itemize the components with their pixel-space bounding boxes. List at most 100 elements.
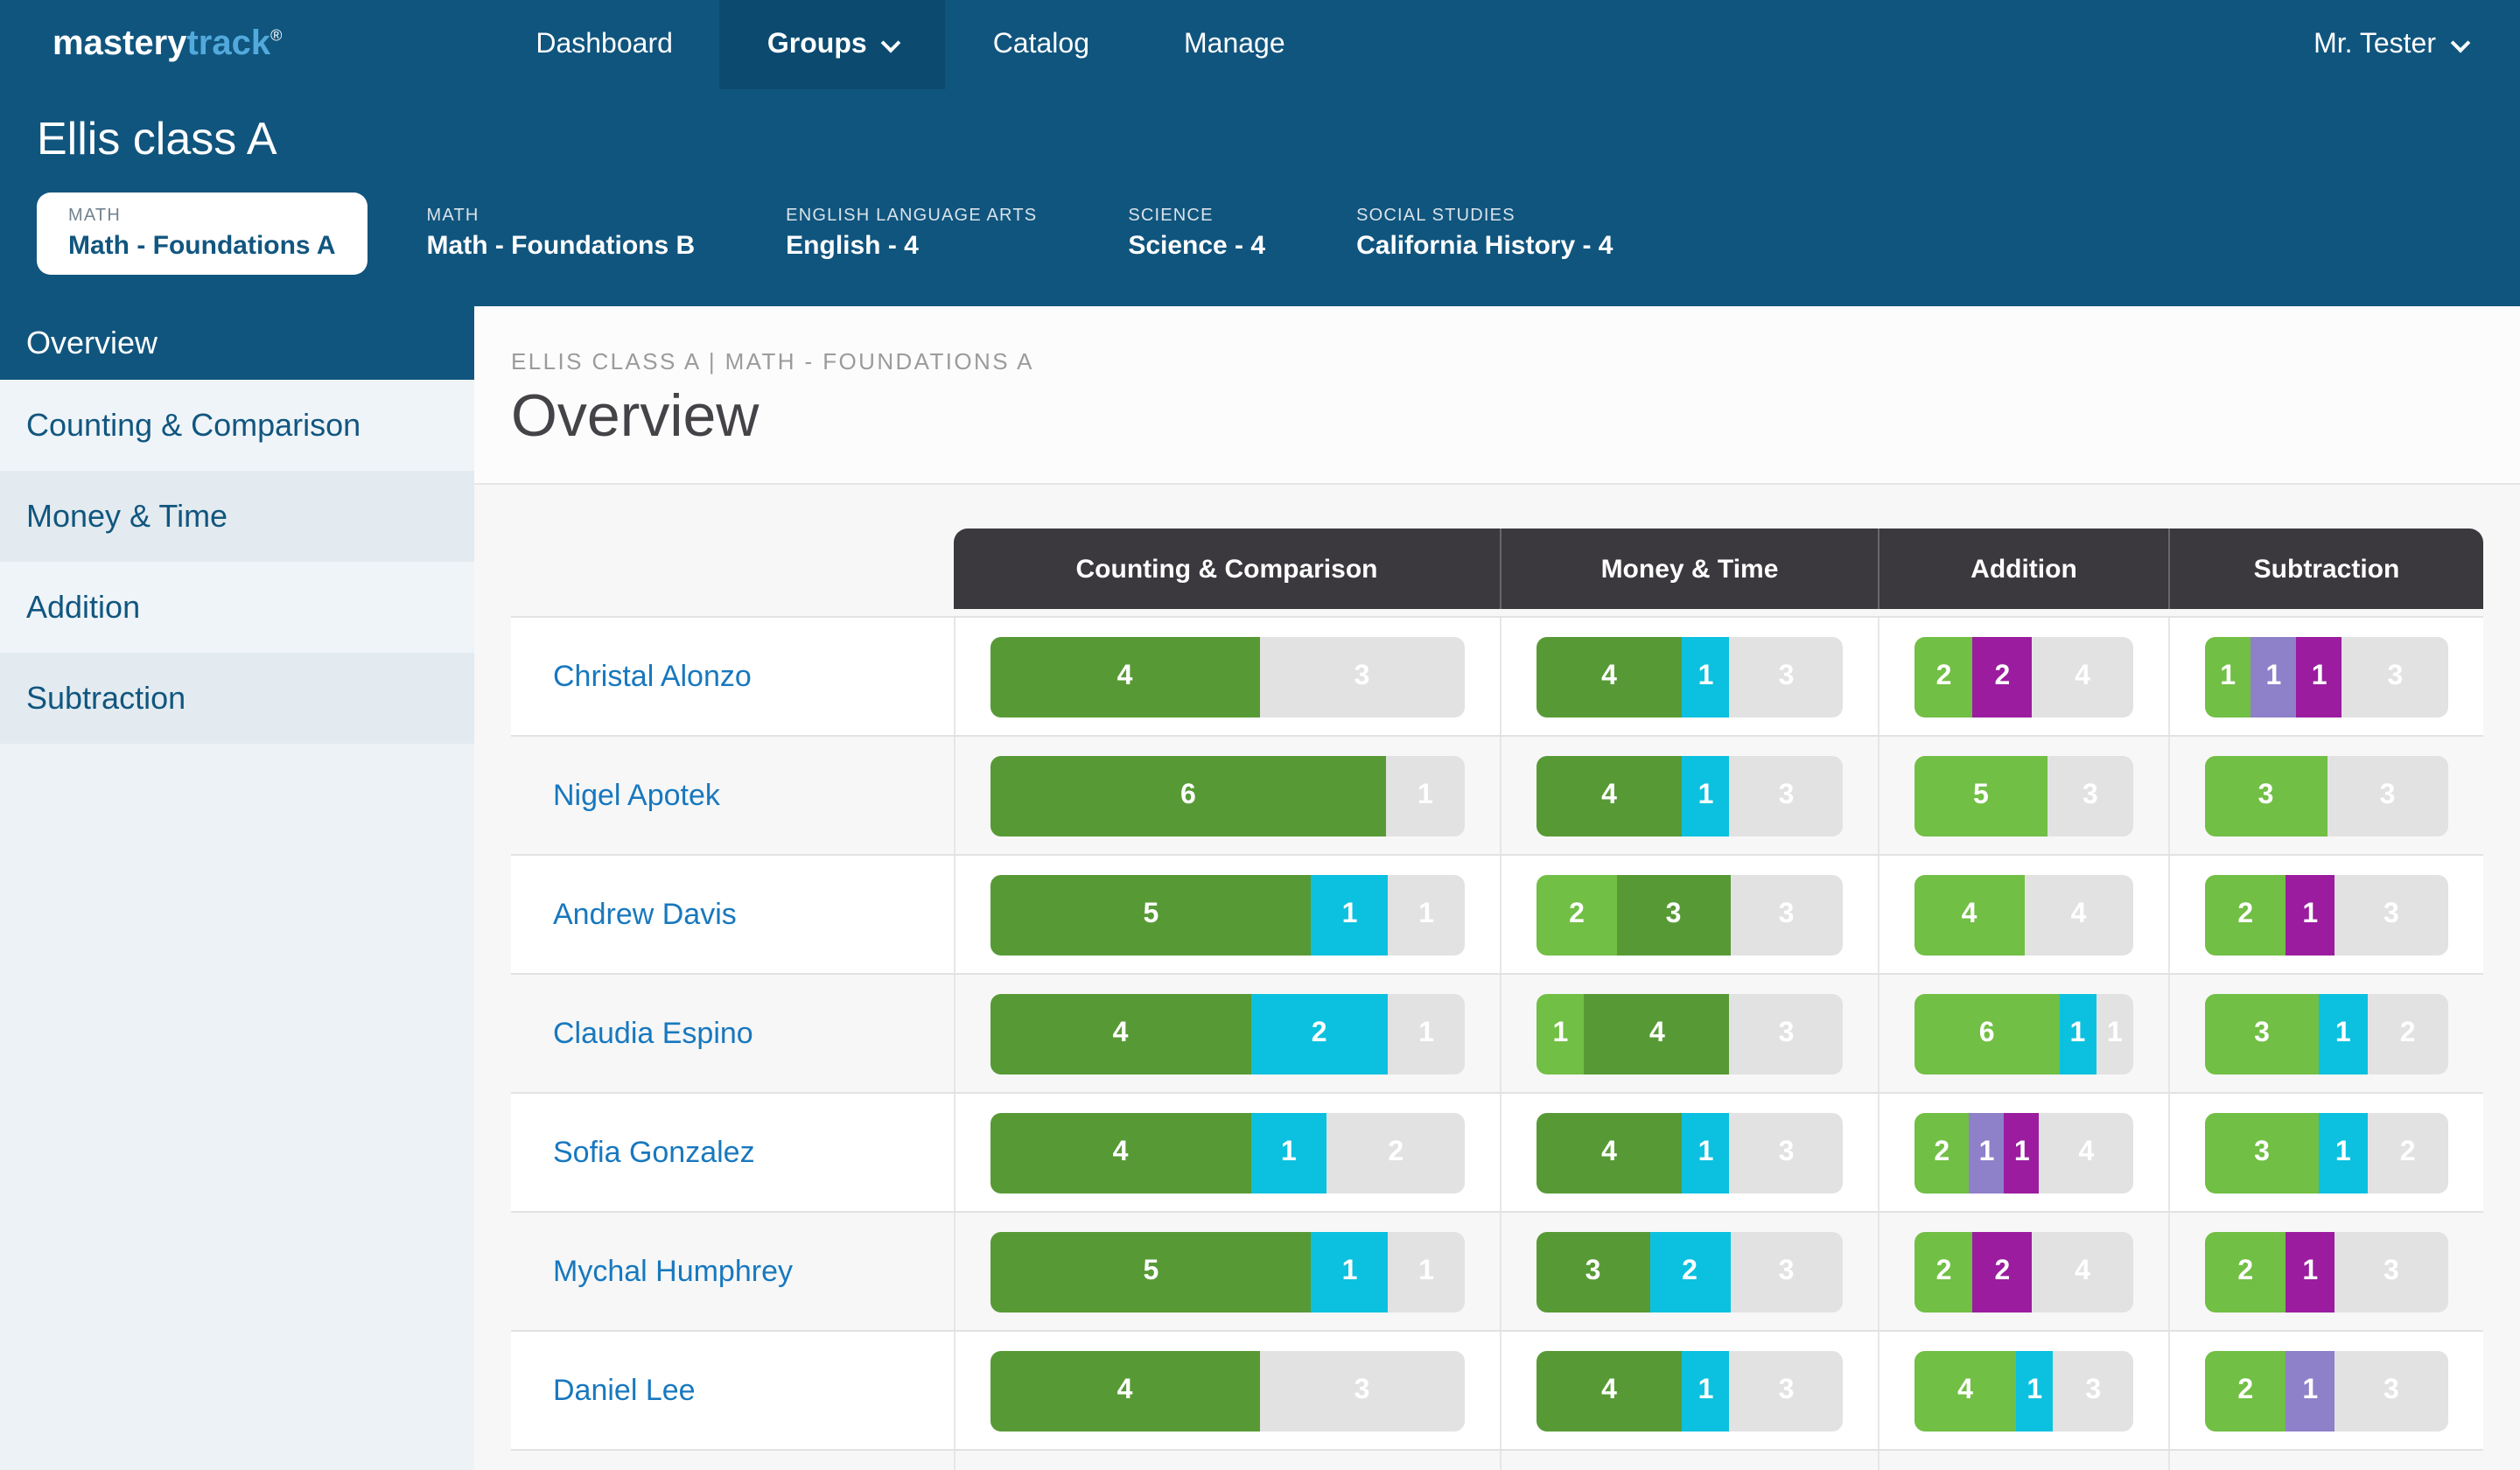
nav-item-manage[interactable]: Manage bbox=[1137, 0, 1333, 89]
student-name-link[interactable]: Nigel Apotek bbox=[553, 778, 720, 811]
bar-segment-lightgreen: 3 bbox=[2205, 755, 2327, 836]
bar-segment-lightpurple: 1 bbox=[2286, 1350, 2334, 1431]
bar-cell-money: 4 1 3 bbox=[1500, 1332, 1878, 1449]
bar-segment-gray: 3 bbox=[1729, 755, 1843, 836]
student-name-link[interactable] bbox=[511, 1451, 954, 1470]
user-menu[interactable]: Mr. Tester bbox=[2314, 29, 2471, 60]
sidebar-item-counting-comparison[interactable]: Counting & Comparison bbox=[0, 380, 474, 471]
bar-segment-count: 3 bbox=[1778, 661, 1795, 690]
bar-segment-count: 1 bbox=[1418, 1018, 1435, 1047]
bar-segment-lightgreen: 2 bbox=[2205, 1350, 2286, 1431]
mastery-bar: 2 2 4 bbox=[1914, 636, 2133, 717]
bar-segment-purple: 1 bbox=[2286, 1231, 2334, 1312]
bar-cell-money: 1 4 3 bbox=[1500, 975, 1878, 1092]
tab-english-4[interactable]: ENGLISH LANGUAGE ARTS English - 4 bbox=[754, 192, 1068, 275]
nav-item-dashboard[interactable]: Dashboard bbox=[488, 0, 720, 89]
bar-segment-count: 3 bbox=[1778, 780, 1795, 809]
bar-segment-count: 3 bbox=[2254, 1137, 2270, 1166]
bar-segment-lightgreen: 1 bbox=[1536, 993, 1585, 1074]
bar-segment-count: 3 bbox=[2384, 1256, 2399, 1285]
bar-segment-cyan: 1 bbox=[1311, 874, 1389, 955]
sidebar-item-label: Addition bbox=[26, 589, 141, 624]
bar-segment-count: 1 bbox=[2026, 1375, 2043, 1404]
bar-segment-count: 1 bbox=[1418, 899, 1435, 928]
bar-cell-counting bbox=[954, 1451, 1500, 1470]
tab-science-4[interactable]: SCIENCE Science - 4 bbox=[1096, 192, 1297, 275]
student-name-link[interactable]: Daniel Lee bbox=[553, 1373, 696, 1406]
bar-segment-lightgreen: 5 bbox=[1914, 755, 2048, 836]
student-name-link[interactable]: Claudia Espino bbox=[553, 1016, 753, 1049]
table-row: Sofia Gonzalez 4 1 2 4 1 3 2 1 1 4 3 1 2 bbox=[511, 1094, 2483, 1213]
bar-segment-count: 2 bbox=[2237, 1375, 2254, 1404]
tab-label: Science - 4 bbox=[1128, 231, 1266, 261]
sidebar-item-money-time[interactable]: Money & Time bbox=[0, 471, 474, 562]
bar-segment-count: 4 bbox=[2075, 661, 2090, 690]
bar-segment-gray: 1 bbox=[1388, 1231, 1465, 1312]
bar-segment-lightpurple: 1 bbox=[2250, 636, 2297, 717]
bar-segment-cyan: 2 bbox=[1649, 1231, 1730, 1312]
bar-segment-count: 1 bbox=[1698, 1375, 1714, 1404]
sidebar: Overview Counting & Comparison Money & Tim… bbox=[0, 306, 474, 1470]
bar-segment-lightgreen: 3 bbox=[2205, 993, 2320, 1074]
bar-segment-count: 6 bbox=[1180, 780, 1196, 809]
bar-segment-count: 6 bbox=[1978, 1018, 1995, 1047]
table-row: Nigel Apotek 6 1 4 1 3 5 3 3 3 bbox=[511, 737, 2483, 856]
bar-segment-gray: 1 bbox=[1388, 993, 1465, 1074]
bar-segment-count: 1 bbox=[2311, 661, 2328, 690]
bar-segment-lightpurple: 1 bbox=[1969, 1112, 2005, 1193]
table-row: Daniel Lee 4 3 4 1 3 4 1 3 2 1 3 bbox=[511, 1332, 2483, 1451]
bar-segment-count: 1 bbox=[2334, 1018, 2351, 1047]
bar-segment-count: 3 bbox=[2254, 1018, 2270, 1047]
tab-category-label: SOCIAL STUDIES bbox=[1356, 206, 1516, 226]
nav-item-groups[interactable]: Groups bbox=[719, 0, 946, 89]
bar-segment-count: 3 bbox=[1778, 1018, 1795, 1047]
bar-segment-darkgreen: 5 bbox=[990, 874, 1312, 955]
bar-segment-lightgreen: 1 bbox=[2205, 636, 2251, 717]
student-name-link[interactable]: Andrew Davis bbox=[553, 897, 737, 930]
sidebar-item-addition[interactable]: Addition bbox=[0, 562, 474, 653]
mastery-bar: 2 1 3 bbox=[2205, 1350, 2448, 1431]
bar-segment-count: 5 bbox=[1143, 1256, 1159, 1285]
mastery-bar: 4 1 3 bbox=[1536, 755, 1843, 836]
mastery-bar: 3 2 3 bbox=[1536, 1231, 1843, 1312]
bar-segment-gray: 3 bbox=[2334, 874, 2448, 955]
bar-segment-count: 4 bbox=[1649, 1018, 1665, 1047]
bar-segment-lightgreen: 2 bbox=[1914, 1231, 1973, 1312]
bar-segment-count: 3 bbox=[2082, 780, 2098, 809]
sidebar-item-overview[interactable]: Overview bbox=[0, 306, 474, 380]
bar-segment-count: 1 bbox=[2106, 1018, 2123, 1047]
bar-segment-lightgreen: 2 bbox=[2205, 1231, 2286, 1312]
main-content: ELLIS CLASS A | MATH - FOUNDATIONS A Ove… bbox=[474, 306, 2520, 1470]
nav-item-label: Catalog bbox=[992, 29, 1089, 59]
bar-segment-darkgreen: 5 bbox=[990, 1231, 1312, 1312]
bar-segment-darkgreen: 3 bbox=[1616, 874, 1730, 955]
bar-cell-subtraction: 2 1 3 bbox=[2168, 1213, 2483, 1330]
student-name-link[interactable]: Christal Alonzo bbox=[553, 659, 752, 692]
sidebar-item-label: Subtraction bbox=[26, 680, 186, 715]
nav-item-catalog[interactable]: Catalog bbox=[946, 0, 1137, 89]
student-name-link[interactable]: Mychal Humphrey bbox=[553, 1254, 793, 1287]
bar-cell-money: 2 3 3 bbox=[1500, 856, 1878, 973]
bar-segment-count: 1 bbox=[1418, 780, 1433, 809]
bar-segment-count: 2 bbox=[1569, 899, 1585, 928]
class-title: Ellis class A bbox=[37, 112, 277, 164]
bar-segment-darkgreen: 4 bbox=[1536, 1350, 1683, 1431]
tab-math-foundations-a[interactable]: MATH Math - Foundations A bbox=[37, 192, 368, 275]
masterytrack-logo[interactable]: masterytrack® bbox=[52, 24, 282, 65]
bar-segment-lightgreen: 2 bbox=[1536, 874, 1617, 955]
sidebar-item-subtraction[interactable]: Subtraction bbox=[0, 653, 474, 744]
bar-cell-counting: 4 1 2 bbox=[954, 1094, 1500, 1211]
bar-cell-addition: 4 1 3 bbox=[1878, 1332, 2168, 1449]
tab-california-history-4[interactable]: SOCIAL STUDIES California History - 4 bbox=[1325, 192, 1644, 275]
column-header-addition: Addition bbox=[1878, 528, 2168, 609]
table-row: Claudia Espino 4 2 1 1 4 3 6 1 1 3 1 2 bbox=[511, 975, 2483, 1094]
bar-cell-addition: 2 2 4 bbox=[1878, 1213, 2168, 1330]
student-name-link[interactable]: Sofia Gonzalez bbox=[553, 1135, 755, 1168]
tab-math-foundations-b[interactable]: MATH Math - Foundations B bbox=[396, 192, 727, 275]
content-header: ELLIS CLASS A | MATH - FOUNDATIONS A Ove… bbox=[474, 306, 2520, 485]
